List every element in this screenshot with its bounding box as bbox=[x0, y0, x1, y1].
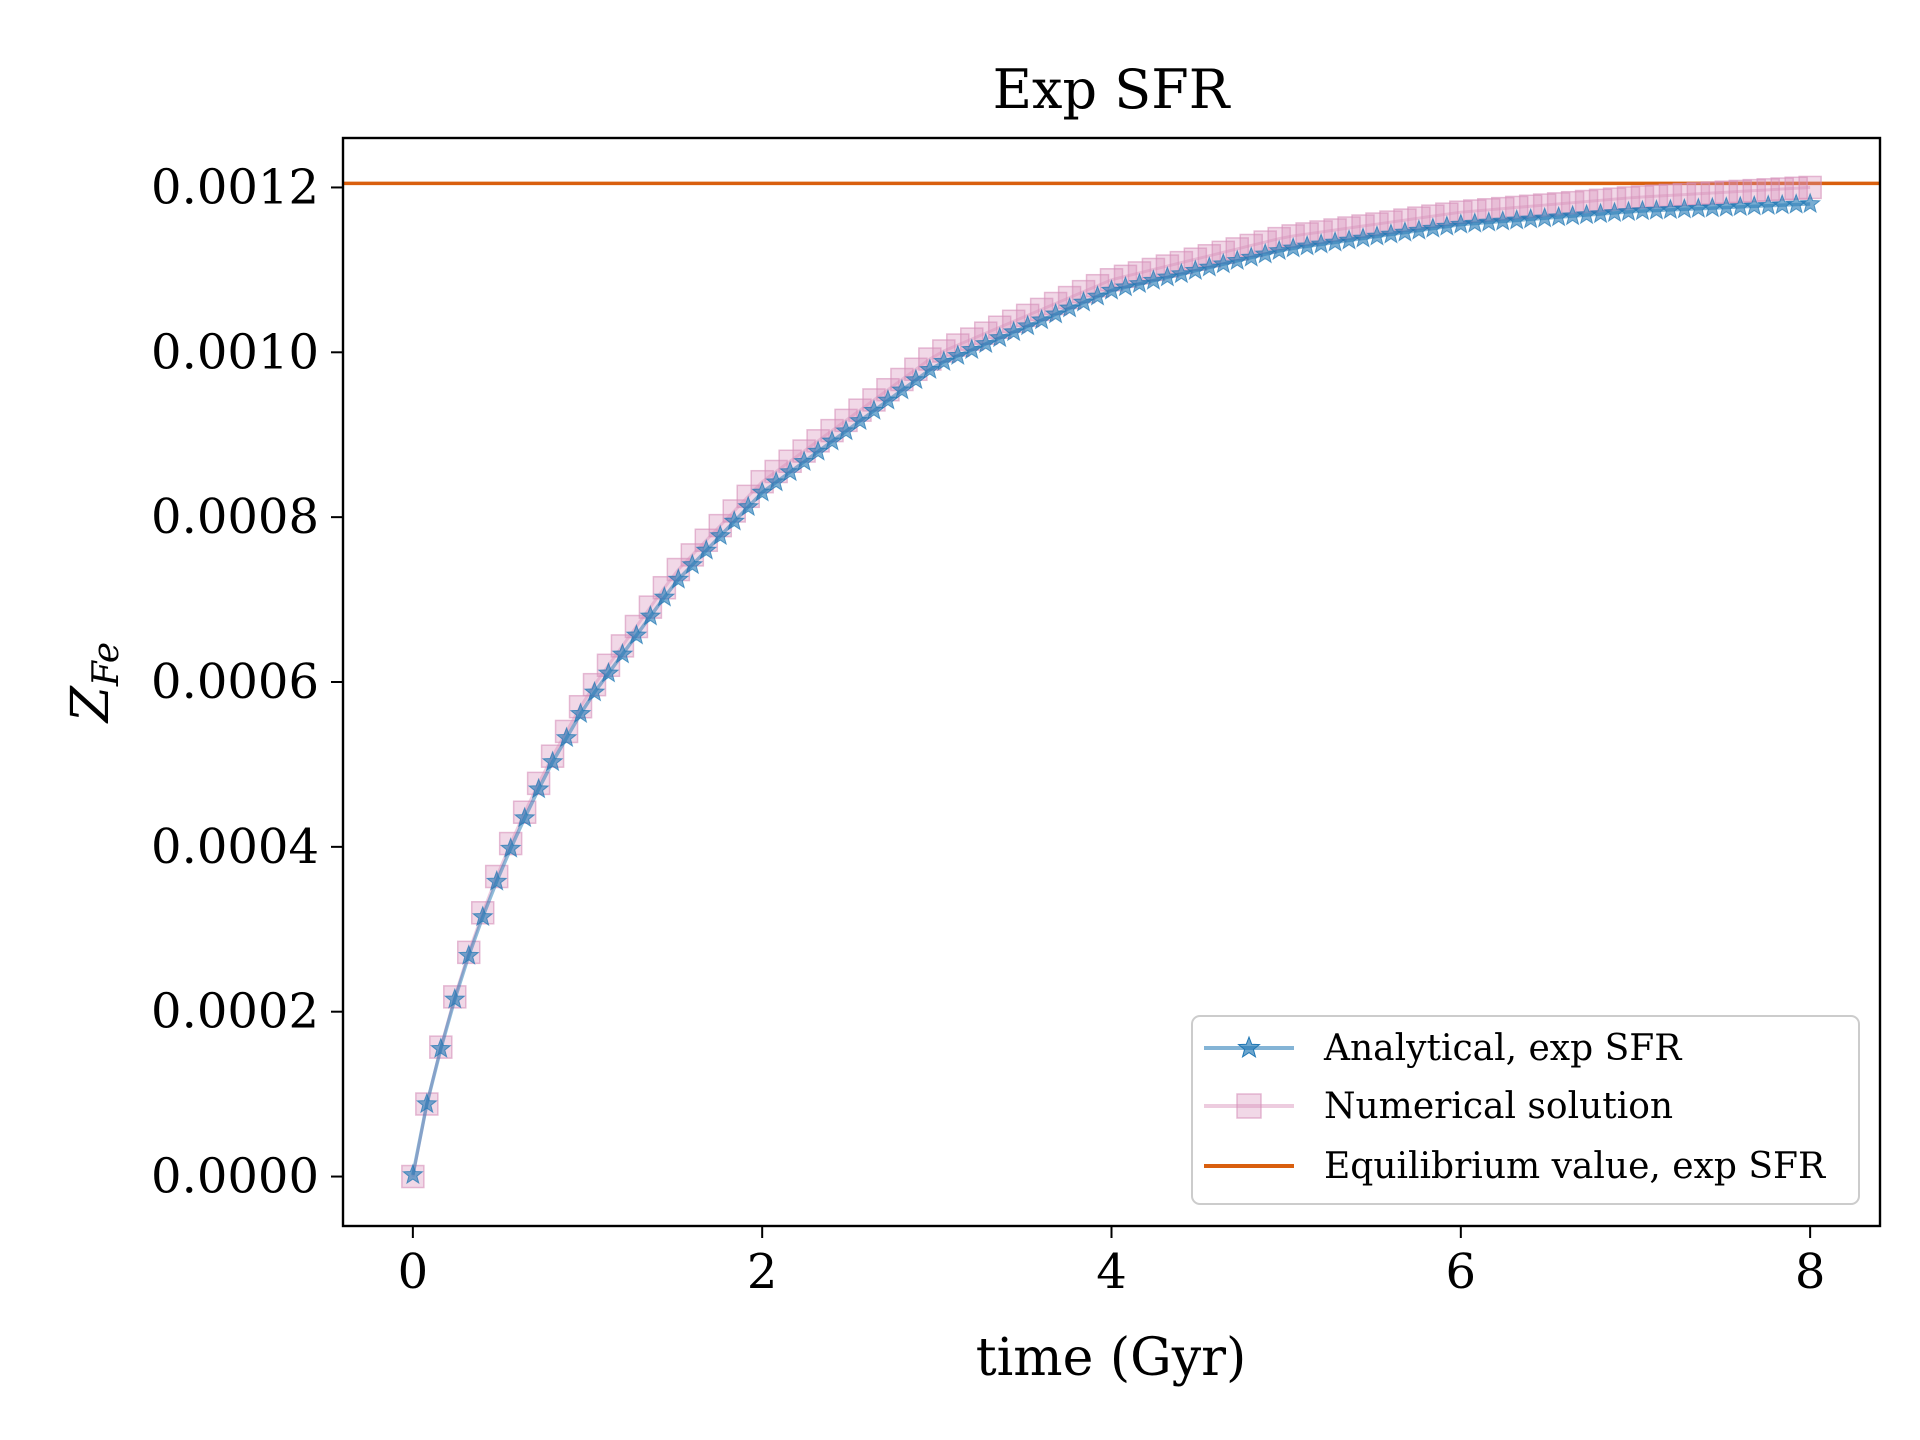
series-analytical-point bbox=[709, 524, 732, 546]
series-analytical-point bbox=[625, 623, 648, 645]
series-analytical-point bbox=[1058, 296, 1081, 318]
series-analytical-point bbox=[1254, 242, 1277, 264]
series-analytical-point bbox=[793, 450, 815, 472]
y-tick-label: 0.0006 bbox=[151, 654, 319, 710]
legend-swatch-marker bbox=[1236, 1093, 1262, 1119]
series-analytical-point bbox=[779, 460, 801, 482]
series-analytical-point bbox=[415, 1092, 438, 1114]
series-analytical-point bbox=[1086, 284, 1109, 306]
series-analytical-point bbox=[443, 987, 466, 1009]
series-analytical-point bbox=[807, 440, 829, 461]
series-analytical-point bbox=[1184, 259, 1207, 280]
series-analytical-point bbox=[1002, 320, 1025, 342]
series-analytical-point bbox=[485, 870, 508, 891]
series-analytical-point bbox=[457, 944, 480, 965]
legend-label: Analytical, exp SFR bbox=[1323, 1028, 1682, 1069]
series-analytical-point bbox=[681, 553, 704, 575]
legend-box bbox=[1191, 1015, 1860, 1205]
series-analytical-point bbox=[988, 326, 1011, 348]
series-analytical-point bbox=[974, 332, 997, 354]
series-analytical-point bbox=[1128, 272, 1151, 294]
y-tick-label: 0.0004 bbox=[151, 819, 319, 875]
y-tick-label: 0.0012 bbox=[151, 159, 319, 215]
series-analytical-point bbox=[1156, 265, 1179, 287]
series-analytical-point bbox=[471, 905, 494, 927]
series-analytical-point bbox=[946, 344, 969, 366]
series-analytical-point bbox=[527, 777, 550, 799]
legend-entry: Numerical solution bbox=[1204, 1086, 1673, 1127]
x-tick-label: 2 bbox=[747, 1244, 778, 1300]
series-analytical-point bbox=[960, 338, 983, 360]
y-tick-label: 0.0002 bbox=[151, 984, 319, 1040]
series-analytical-point bbox=[1044, 302, 1067, 324]
series-analytical-point bbox=[918, 358, 941, 380]
y-axis-label-main: Z bbox=[61, 685, 121, 724]
series-analytical-point bbox=[737, 495, 760, 517]
series-analytical-point bbox=[1799, 192, 1822, 214]
legend-swatch-marker bbox=[1237, 1035, 1261, 1059]
series-analytical-point bbox=[639, 604, 662, 626]
legend-entries: Analytical, exp SFR Numerical solution Equ… bbox=[1204, 1028, 1826, 1187]
series-analytical-point bbox=[1226, 249, 1249, 271]
series-analytical-point bbox=[653, 585, 676, 607]
series-analytical-point bbox=[1100, 279, 1123, 300]
series-analytical-point bbox=[569, 702, 592, 724]
series-analytical-point bbox=[1072, 290, 1095, 312]
series-analytical-point bbox=[597, 661, 620, 683]
series-analytical-point bbox=[667, 568, 690, 589]
series-analytical-point bbox=[513, 806, 536, 828]
series-analytical-point bbox=[499, 837, 522, 858]
series-analytical-point bbox=[863, 399, 885, 420]
x-tick-label: 4 bbox=[1096, 1244, 1127, 1300]
series-analytical-point bbox=[891, 378, 913, 400]
y-axis-label: ZFe bbox=[61, 642, 127, 724]
series-analytical-point bbox=[821, 429, 843, 451]
series-analytical-point bbox=[751, 480, 774, 502]
legend-entry: Analytical, exp SFR bbox=[1204, 1028, 1682, 1069]
legend: Analytical, exp SFR Numerical solution Equ… bbox=[1191, 1015, 1860, 1205]
series-analytical-point bbox=[905, 368, 927, 390]
y-axis: 0.0000 0.0002 0.0004 0.0006 0.0008 0.0010 0.00… bbox=[151, 159, 343, 1205]
series-analytical-point bbox=[401, 1163, 424, 1185]
series-analytical-point bbox=[1016, 314, 1039, 336]
series-analytical-point bbox=[429, 1037, 452, 1059]
series-analytical-point bbox=[611, 642, 634, 664]
series-analytical-point bbox=[695, 539, 718, 560]
series-analytical-point bbox=[765, 470, 788, 492]
y-axis-label-sub: Fe bbox=[86, 642, 127, 687]
series-analytical-point bbox=[1114, 275, 1137, 297]
series-analytical-point bbox=[849, 409, 871, 431]
legend-label: Equilibrium value, exp SFR bbox=[1324, 1146, 1826, 1187]
x-axis-label: time (Gyr) bbox=[976, 1328, 1247, 1388]
x-tick-label: 8 bbox=[1795, 1244, 1826, 1300]
series-analytical-point bbox=[932, 350, 955, 371]
x-tick-label: 6 bbox=[1446, 1244, 1477, 1300]
legend-label: Numerical solution bbox=[1324, 1086, 1673, 1127]
x-axis: 0 2 4 6 8 bbox=[398, 1226, 1826, 1300]
x-tick-label: 0 bbox=[398, 1244, 429, 1300]
y-tick-label: 0.0000 bbox=[151, 1149, 319, 1205]
series-analytical-point bbox=[835, 419, 857, 441]
y-tick-label: 0.0008 bbox=[151, 489, 319, 545]
series-analytical-point bbox=[723, 510, 746, 531]
legend-entry: Equilibrium value, exp SFR bbox=[1204, 1146, 1826, 1187]
series-layer bbox=[343, 175, 1880, 1189]
y-tick-label: 0.0010 bbox=[151, 324, 319, 380]
series-analytical-point bbox=[1170, 262, 1193, 284]
series-analytical-point bbox=[1198, 255, 1221, 277]
series-analytical-point bbox=[1142, 269, 1165, 290]
series-analytical-point bbox=[1212, 252, 1235, 274]
series-analytical-point bbox=[555, 726, 578, 748]
series-analytical-point bbox=[877, 389, 899, 410]
series-analytical-point bbox=[583, 680, 606, 702]
series-analytical-point bbox=[541, 750, 564, 772]
series-analytical-point bbox=[1030, 308, 1053, 330]
series-analytical-point bbox=[1240, 246, 1263, 267]
chart-title: Exp SFR bbox=[993, 58, 1231, 121]
